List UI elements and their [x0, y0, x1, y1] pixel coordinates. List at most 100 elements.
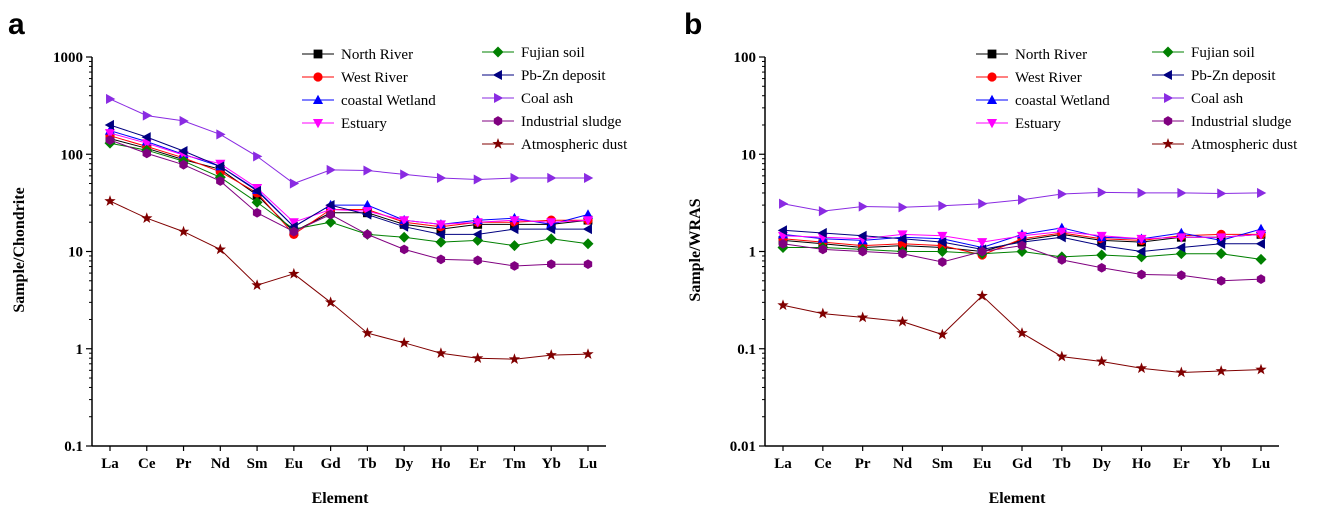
data-point	[1096, 240, 1106, 251]
data-point	[778, 238, 788, 249]
x-tick-label: Er	[469, 456, 486, 472]
x-tick-label: Tb	[358, 456, 376, 472]
data-point	[1056, 227, 1067, 237]
x-tick-label: Ce	[814, 456, 832, 472]
legend-label: Coal ash	[521, 91, 574, 107]
legend-marker	[494, 92, 504, 104]
data-point	[472, 229, 482, 240]
series-line	[109, 138, 589, 233]
data-point	[1096, 231, 1107, 242]
x-tick-label: Gd	[1012, 456, 1033, 472]
y-tick-label: 10	[68, 245, 83, 261]
data-point	[106, 93, 116, 105]
data-point	[215, 161, 225, 172]
data-point	[141, 139, 152, 149]
data-point	[363, 165, 373, 176]
data-point	[858, 201, 868, 212]
x-tick-label: Eu	[285, 456, 303, 472]
data-point	[142, 110, 153, 121]
data-point	[1215, 365, 1227, 376]
x-tick-label: Dy	[395, 456, 414, 472]
data-point	[288, 267, 300, 279]
data-point	[509, 216, 520, 226]
x-tick-label: Yb	[1212, 456, 1231, 472]
data-point	[253, 151, 263, 162]
data-point	[896, 315, 909, 327]
x-tick-label: Ce	[138, 456, 156, 472]
data-point	[435, 220, 446, 230]
data-point	[362, 209, 372, 220]
data-point	[547, 259, 556, 270]
data-point	[251, 185, 262, 196]
x-tick-label: Gd	[321, 456, 342, 472]
data-point	[363, 229, 372, 240]
legend-marker	[1162, 46, 1174, 58]
data-point	[938, 257, 947, 267]
data-point	[817, 307, 829, 319]
data-point	[936, 246, 948, 257]
x-tick-label: Nd	[211, 456, 231, 472]
data-point	[141, 212, 153, 223]
data-point	[472, 218, 483, 228]
data-point	[216, 129, 226, 140]
data-point	[177, 225, 190, 237]
data-point	[510, 172, 520, 184]
data-point	[288, 218, 299, 228]
legend: North River West River coastal Wetland Estu…	[976, 45, 1298, 153]
legend-label: Atmospheric dust	[521, 137, 628, 153]
data-point	[179, 159, 188, 170]
y-tick-label: 10	[741, 147, 756, 163]
data-point	[936, 328, 948, 340]
data-point	[545, 233, 557, 245]
data-point	[1137, 269, 1146, 280]
data-point	[289, 226, 299, 237]
data-point	[1096, 249, 1108, 261]
data-point	[326, 209, 335, 220]
data-point	[400, 169, 410, 180]
chart-panel-b: b Element Sample/WRAS 0.01 0.1 1 10 100 La Ce P…	[684, 8, 1298, 507]
data-point	[1097, 187, 1107, 198]
data-point	[547, 172, 557, 184]
y-tick-label: 0.01	[730, 439, 756, 455]
data-point	[1137, 187, 1147, 199]
data-point	[398, 221, 409, 232]
data-point	[857, 311, 869, 323]
data-point	[546, 218, 557, 228]
x-tick-label: Sm	[247, 456, 268, 472]
x-tick-label: Ho	[431, 456, 450, 472]
data-point	[817, 227, 827, 239]
data-point	[898, 202, 908, 213]
data-point	[435, 236, 447, 248]
data-point	[435, 229, 445, 240]
legend-marker	[492, 138, 504, 149]
data-point	[104, 119, 114, 131]
legend-marker	[312, 94, 324, 104]
data-point	[508, 240, 520, 252]
legend-marker	[492, 69, 502, 81]
data-point	[1136, 234, 1147, 245]
data-point	[1136, 246, 1146, 257]
legend-label: Fujian soil	[1191, 45, 1255, 61]
data-point	[1255, 253, 1267, 265]
x-tick-label: Lu	[1252, 456, 1270, 472]
legend-marker	[1162, 69, 1172, 81]
data-point	[779, 198, 789, 209]
data-point	[473, 174, 483, 185]
legend-marker	[986, 94, 998, 104]
panel-label: a	[8, 8, 25, 41]
data-point	[582, 209, 594, 219]
x-tick-label: Yb	[542, 456, 561, 472]
x-tick-label: Eu	[973, 456, 991, 472]
data-point	[582, 238, 594, 250]
data-point	[1016, 327, 1028, 338]
data-point	[582, 348, 594, 359]
data-point	[399, 244, 409, 255]
x-tick-label: Ho	[1132, 456, 1151, 472]
data-point	[361, 327, 374, 338]
data-point	[777, 299, 789, 311]
y-tick-label: 1000	[53, 50, 83, 66]
data-point	[582, 224, 592, 235]
legend-marker	[987, 49, 997, 59]
